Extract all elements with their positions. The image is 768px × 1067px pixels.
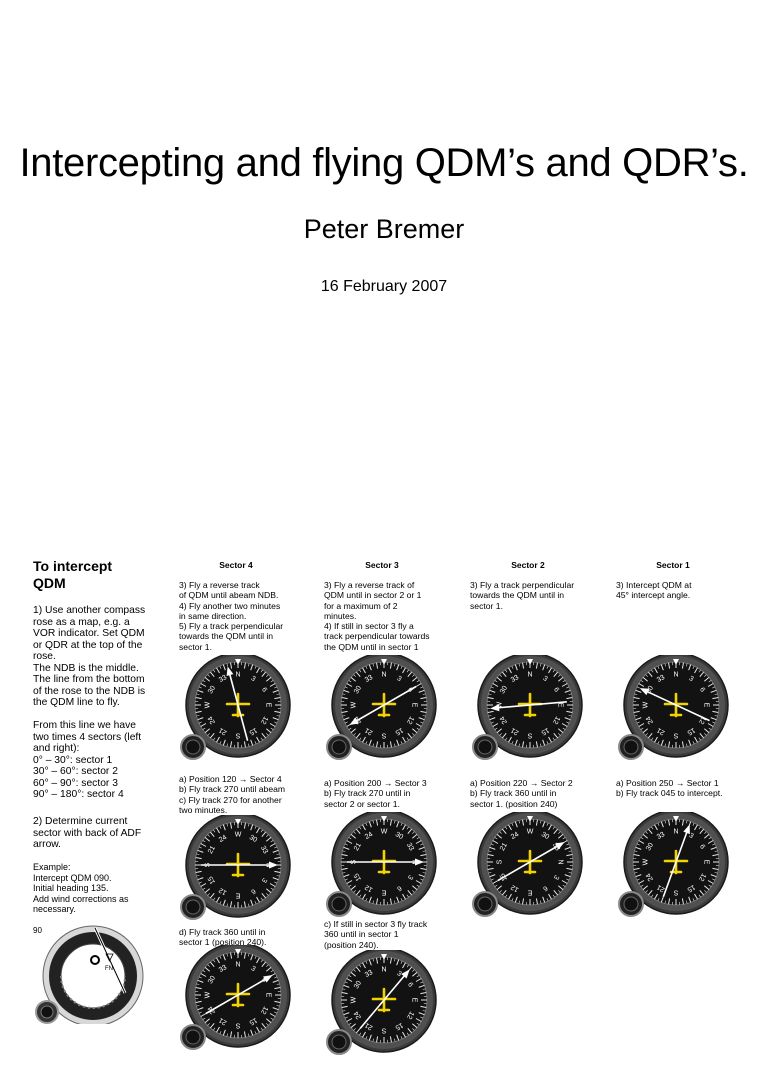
rose-label: E [411, 998, 418, 1003]
rose-label: S [235, 1022, 240, 1029]
rose-label: W [235, 832, 242, 839]
intro-heading: To intercept QDM [33, 558, 153, 592]
rose-label: N [381, 967, 386, 974]
rose-label: E [703, 703, 710, 708]
rose-label: E [703, 860, 710, 865]
rose-label: S [235, 732, 240, 739]
author-name: Peter Bremer [0, 214, 768, 245]
sector-2-title: Sector 2 [468, 560, 588, 570]
rose-label: E [265, 993, 272, 998]
rose-label: W [643, 858, 650, 865]
rose-label: N [557, 859, 564, 864]
intro-example: Example:Intercept QDM 090.Initial headin… [33, 862, 151, 915]
rose-label: W [351, 701, 358, 708]
document-date: 16 February 2007 [0, 278, 768, 296]
rose-label: N [673, 829, 678, 836]
sector-4-title: Sector 4 [176, 560, 296, 570]
rose-label: S [497, 859, 504, 864]
sector-3-title: Sector 3 [322, 560, 442, 570]
rose-label: W [351, 996, 358, 1003]
rose-label: E [411, 703, 418, 708]
page-title: Intercepting and flying QDM’s and QDR’s. [0, 141, 768, 186]
rose-label: W [205, 991, 212, 998]
rose-label: E [265, 703, 272, 708]
example-instrument: FN [33, 918, 148, 1029]
rose-label: W [643, 701, 650, 708]
example-instrument-graphic: FN [33, 918, 148, 1024]
rose-label: N [381, 672, 386, 679]
sector-1-title: Sector 1 [613, 560, 733, 570]
example-instrument-mark: FN [105, 966, 113, 972]
rose-label: N [673, 672, 678, 679]
rose-label: E [235, 892, 240, 899]
rose-label: W [205, 701, 212, 708]
rose-label: W [381, 829, 388, 836]
rose-label: S [673, 889, 678, 896]
rose-label: N [235, 672, 240, 679]
rose-label: E [527, 889, 532, 896]
rose-label: W [527, 829, 534, 836]
rose-label: N [527, 672, 532, 679]
rose-label: S [381, 732, 386, 739]
rose-label: E [557, 703, 564, 708]
rose-label: N [235, 962, 240, 969]
rose-label: S [527, 732, 532, 739]
rose-label: S [381, 1027, 386, 1034]
rose-label: S [673, 732, 678, 739]
rose-label: E [381, 889, 386, 896]
